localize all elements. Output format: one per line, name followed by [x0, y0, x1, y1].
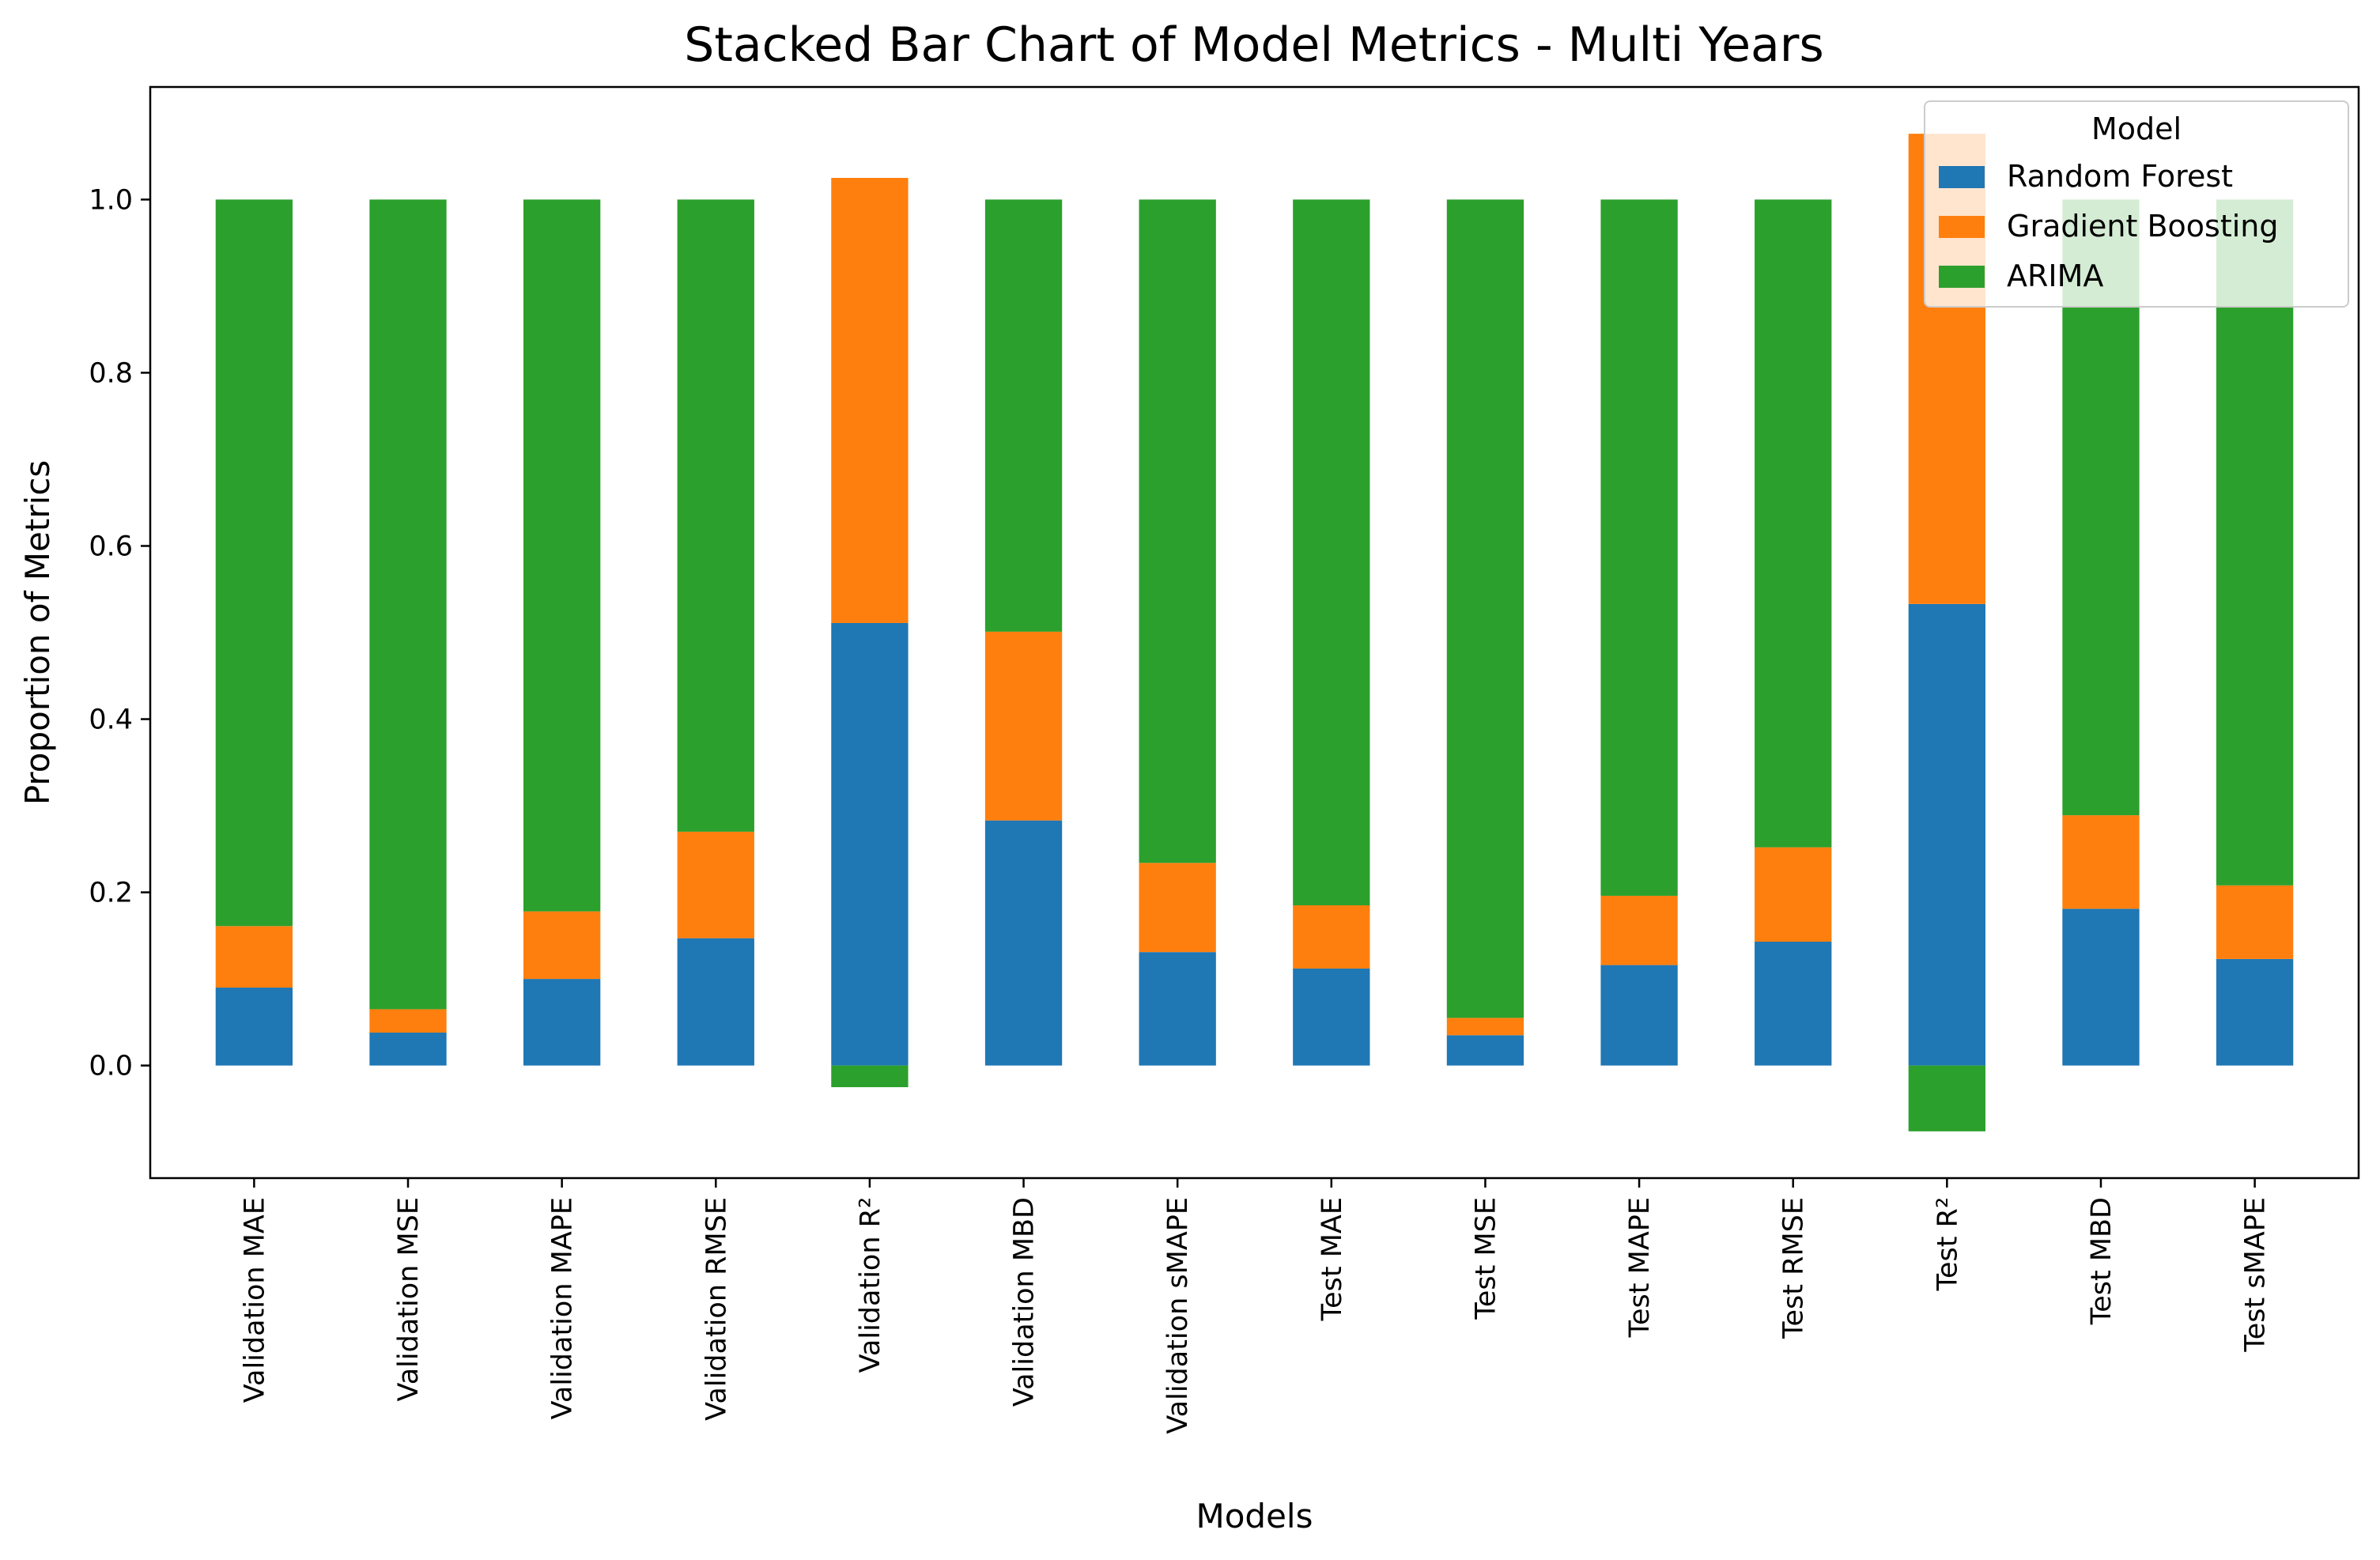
legend-label-random-forest: Random Forest	[2007, 159, 2233, 194]
x-axis: Validation MAE Validation MSE Validation M…	[239, 1178, 2272, 1434]
bar-arima-10	[1755, 199, 1832, 848]
y-tick-label-0: 0.0	[89, 1051, 133, 1082]
x-tick-label-1: Validation MSE	[393, 1197, 425, 1401]
y-axis: 0.0 0.2 0.4 0.6 0.8 1.0	[89, 184, 150, 1082]
legend: Model Random Forest Gradient Boosting ARIMA	[1924, 100, 2349, 308]
y-tick-label-4: 0.8	[89, 357, 133, 389]
bar-arima-2	[523, 199, 601, 912]
bar-gradient-boosting-10	[1755, 847, 1832, 942]
bar-arima-13	[2216, 199, 2294, 886]
bar-gradient-boosting-7	[1293, 905, 1370, 969]
bar-arima-4	[831, 1065, 909, 1087]
x-tick-label-12: Test MBD	[2086, 1197, 2117, 1325]
bar-arima-7	[1293, 199, 1370, 905]
bar-random-forest-4	[831, 622, 909, 1066]
legend-swatch-random-forest	[1939, 166, 1985, 188]
x-tick-label-13: Test sMAPE	[2240, 1197, 2272, 1353]
bar-arima-9	[1600, 199, 1678, 896]
bar-random-forest-3	[677, 938, 754, 1066]
legend-label-gradient-boosting: Gradient Boosting	[2007, 209, 2279, 244]
y-tick-label-5: 1.0	[89, 184, 133, 216]
bar-arima-5	[984, 199, 1063, 632]
x-tick-label-10: Test RMSE	[1778, 1197, 1810, 1339]
x-tick-label-0: Validation MAE	[239, 1197, 270, 1403]
bar-random-forest-0	[215, 988, 293, 1066]
bar-arima-6	[1139, 199, 1216, 863]
bar-gradient-boosting-2	[523, 911, 601, 980]
bar-gradient-boosting-3	[677, 831, 754, 939]
bar-gradient-boosting-5	[984, 631, 1063, 821]
bar-random-forest-2	[523, 979, 601, 1066]
bar-gradient-boosting-8	[1446, 1018, 1524, 1036]
bar-gradient-boosting-0	[215, 926, 293, 988]
y-axis-label: Proportion of Metrics	[18, 460, 57, 805]
bar-random-forest-5	[984, 820, 1063, 1066]
bar-random-forest-11	[1908, 603, 1986, 1066]
bar-random-forest-8	[1446, 1035, 1524, 1066]
y-tick-label-2: 0.4	[89, 704, 133, 736]
legend-swatch-gradient-boosting	[1939, 216, 1985, 238]
bar-arima-3	[677, 199, 754, 832]
x-tick-label-8: Test MSE	[1470, 1197, 1502, 1320]
x-tick-label-9: Test MAPE	[1624, 1197, 1656, 1338]
plot-frame	[149, 85, 2360, 1180]
bar-gradient-boosting-9	[1600, 895, 1678, 965]
x-axis-label: Models	[1196, 1497, 1313, 1535]
bar-random-forest-13	[2216, 958, 2294, 1066]
bar-random-forest-6	[1139, 952, 1216, 1066]
bar-arima-1	[369, 199, 447, 1010]
chart-title: Stacked Bar Chart of Model Metrics - Mul…	[684, 17, 1823, 73]
x-tick-label-5: Validation MBD	[1009, 1197, 1041, 1407]
bar-gradient-boosting-4	[831, 178, 909, 623]
bar-random-forest-1	[369, 1033, 447, 1066]
bar-gradient-boosting-1	[369, 1009, 447, 1033]
x-tick-label-3: Validation RMSE	[701, 1197, 732, 1421]
x-tick-label-6: Validation sMAPE	[1162, 1197, 1194, 1434]
bar-arima-8	[1446, 199, 1524, 1018]
legend-title: Model	[2091, 111, 2182, 146]
bar-arima-11	[1908, 1065, 1986, 1131]
y-tick-label-3: 0.6	[89, 531, 133, 562]
bar-random-forest-10	[1755, 942, 1832, 1066]
legend-label-arima: ARIMA	[2007, 259, 2103, 293]
y-tick-label-1: 0.2	[89, 878, 133, 909]
bar-arima-0	[215, 199, 293, 927]
x-tick-label-4: Validation R²	[855, 1197, 886, 1373]
x-tick-label-11: Test R²	[1932, 1197, 1963, 1291]
bar-random-forest-7	[1293, 968, 1370, 1066]
legend-box	[1924, 100, 2349, 308]
bars-layer	[215, 134, 2294, 1131]
x-tick-label-7: Test MAE	[1317, 1197, 1348, 1321]
x-tick-label-2: Validation MAPE	[547, 1197, 579, 1419]
bar-random-forest-12	[2062, 908, 2140, 1066]
bar-gradient-boosting-6	[1139, 863, 1216, 953]
legend-swatch-arima	[1939, 266, 1985, 288]
bar-gradient-boosting-12	[2062, 815, 2140, 909]
bar-random-forest-9	[1600, 965, 1678, 1066]
bar-gradient-boosting-13	[2216, 885, 2294, 959]
